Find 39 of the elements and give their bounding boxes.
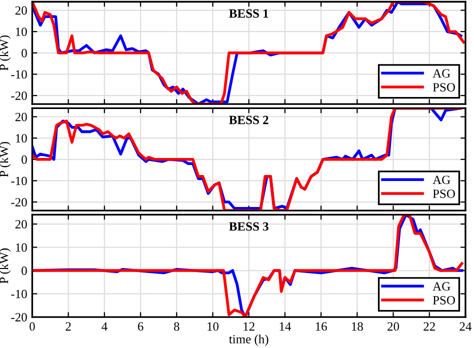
x-tick-label: 2: [66, 322, 71, 331]
y-tick-label: -10: [11, 290, 27, 298]
x-tick-label: 6: [138, 322, 144, 331]
y-tick-label: -20: [11, 198, 27, 206]
y-tick-label: 0: [22, 155, 27, 164]
line-series: [32, 108, 462, 210]
x-tick-label: 22: [424, 322, 435, 331]
y-tick-label: -20: [11, 313, 27, 322]
chart-title: BESS 3: [229, 222, 268, 231]
y-tick-label: 0: [22, 48, 27, 58]
x-tick-label: 8: [174, 322, 180, 331]
text: AG: [432, 176, 450, 184]
y-tick-label: 20: [15, 6, 27, 15]
y-tick-label: -10: [11, 70, 27, 79]
x-tick-label: 24: [460, 322, 472, 331]
x-tick-label: 20: [388, 322, 400, 331]
y-tick-label: -10: [11, 176, 27, 186]
chart-title: BESS 2: [229, 116, 268, 124]
y-tick-label: 10: [16, 28, 27, 36]
x-axis-title: time (h): [229, 334, 268, 346]
y-tick-label: 20: [15, 220, 27, 228]
text: PSO: [432, 190, 455, 198]
x-tick-label: 12: [244, 322, 254, 331]
y-tick-label: -20: [11, 92, 27, 100]
legend-label: AG: [432, 282, 450, 291]
legend-label: PSO: [432, 296, 455, 304]
y-tick-label: 10: [16, 243, 27, 252]
x-tick-label: 10: [208, 322, 219, 331]
legend-label: AG: [432, 69, 450, 78]
x-tick-label: 4: [102, 322, 108, 331]
y-tick-label: 10: [16, 134, 27, 143]
y-tick-label: 20: [15, 112, 27, 122]
y-tick-label: 0: [22, 266, 27, 275]
x-tick-label: 16: [316, 322, 327, 331]
x-tick-label: 18: [352, 322, 363, 331]
chart-title: BESS 1: [229, 9, 268, 18]
x-tick-label: 0: [30, 322, 35, 331]
x-tick-label: 14: [280, 322, 292, 331]
legend-label: PSO: [432, 83, 455, 92]
